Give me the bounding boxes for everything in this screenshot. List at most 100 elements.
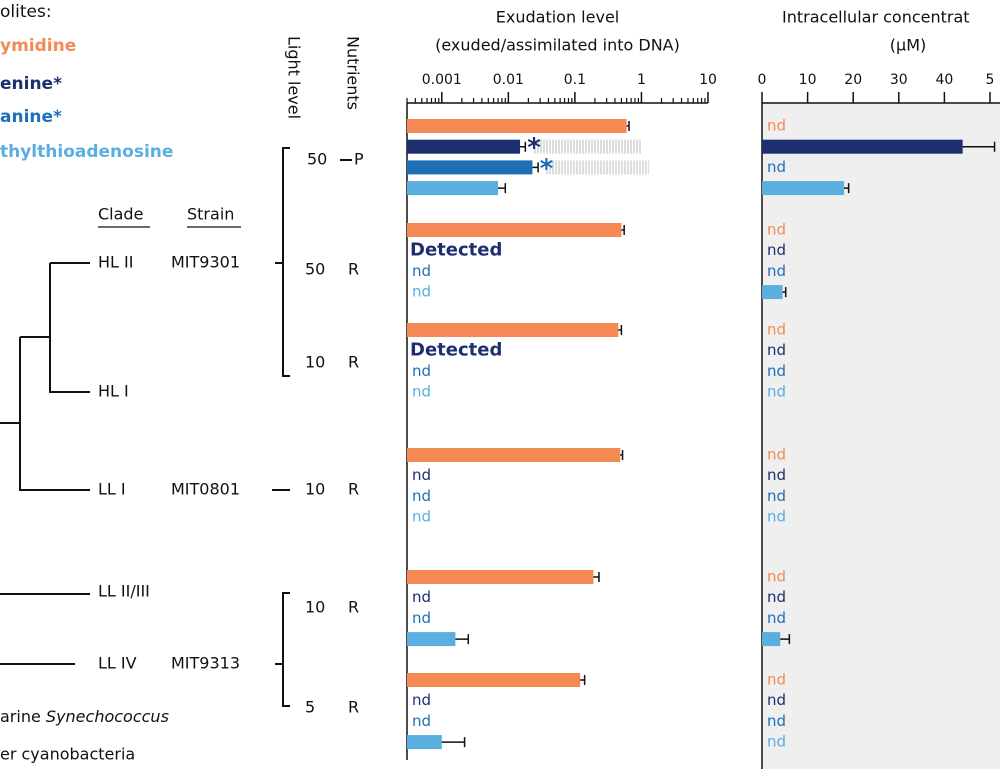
nutrient: R bbox=[348, 353, 359, 372]
bar bbox=[407, 570, 594, 584]
value-note: nd bbox=[767, 487, 786, 505]
x-tick-label: 10 bbox=[799, 72, 817, 88]
value-note: nd bbox=[767, 508, 786, 526]
x-tick-label: 0.01 bbox=[493, 72, 524, 88]
error-bar bbox=[782, 287, 787, 298]
value-note: nd bbox=[767, 341, 786, 359]
panel-background bbox=[762, 103, 1000, 769]
error-bar bbox=[441, 737, 466, 748]
error-bar bbox=[621, 225, 625, 235]
light-level: 10 bbox=[305, 353, 325, 372]
bar bbox=[762, 181, 845, 196]
value-note: nd bbox=[767, 446, 786, 464]
value-note: nd bbox=[412, 466, 431, 484]
nutrient: R bbox=[348, 698, 359, 717]
value-note: nd bbox=[767, 262, 786, 280]
bar bbox=[762, 139, 963, 154]
clade-label: LL IV bbox=[98, 654, 137, 673]
value-note: nd bbox=[767, 117, 786, 135]
bar bbox=[407, 323, 619, 337]
light-level: 50 bbox=[307, 150, 327, 169]
x-tick-label: 40 bbox=[935, 72, 953, 88]
strain-header: Strain bbox=[187, 205, 234, 224]
legend-entry: enine* bbox=[0, 74, 62, 94]
upper-bound bbox=[546, 160, 650, 175]
nutrient: R bbox=[348, 480, 359, 499]
upper-bound bbox=[534, 139, 642, 154]
error-bar bbox=[593, 572, 600, 582]
error-bar bbox=[618, 325, 623, 335]
value-note: Detected bbox=[410, 240, 502, 261]
value-note: nd bbox=[767, 221, 786, 239]
x-tick-label: 1 bbox=[637, 72, 646, 88]
bar bbox=[407, 448, 621, 462]
annotation: * bbox=[540, 154, 554, 184]
outgroup-label: arine Synechococcus bbox=[0, 707, 169, 726]
x-tick-label: 10 bbox=[699, 72, 717, 88]
value-note: nd bbox=[767, 733, 786, 751]
bar bbox=[407, 632, 456, 647]
value-note: nd bbox=[767, 568, 786, 586]
chart-title: (μM) bbox=[890, 36, 926, 55]
value-note: nd bbox=[767, 362, 786, 380]
strain-label: MIT9301 bbox=[171, 253, 240, 272]
nutrient: R bbox=[348, 598, 359, 617]
error-bar bbox=[455, 634, 470, 645]
x-tick-label: 0 bbox=[758, 72, 767, 88]
value-note: nd bbox=[767, 712, 786, 730]
value-note: nd bbox=[767, 671, 786, 689]
bar bbox=[762, 285, 783, 300]
x-tick-label: 5 bbox=[986, 72, 995, 88]
error-bar bbox=[580, 675, 586, 685]
clade-label: HL II bbox=[98, 253, 133, 272]
light-level: 50 bbox=[305, 260, 325, 279]
x-tick-label: 0.001 bbox=[422, 72, 462, 88]
outgroup-label: er cyanobacteria bbox=[0, 745, 135, 764]
value-note: nd bbox=[767, 466, 786, 484]
clade-label: LL II/III bbox=[98, 582, 150, 601]
x-tick-label: 20 bbox=[844, 72, 862, 88]
value-note: nd bbox=[767, 691, 786, 709]
value-note: nd bbox=[767, 588, 786, 606]
value-note: nd bbox=[412, 691, 431, 709]
tree-branches bbox=[0, 262, 90, 665]
error-bar bbox=[626, 121, 630, 131]
outgroup-text: arine bbox=[0, 707, 41, 726]
error-bar bbox=[520, 141, 527, 152]
nutrient: P bbox=[354, 150, 364, 169]
bar bbox=[407, 735, 442, 750]
bar bbox=[407, 223, 622, 237]
nutrient: R bbox=[348, 260, 359, 279]
bar bbox=[407, 673, 581, 687]
x-tick-label: 30 bbox=[890, 72, 908, 88]
value-note: nd bbox=[767, 158, 786, 176]
light-level: 10 bbox=[305, 480, 325, 499]
legend-entry: thylthioadenosine bbox=[0, 142, 173, 162]
bar bbox=[407, 181, 499, 196]
strain-label: MIT9313 bbox=[171, 654, 240, 673]
chart-title: Intracellular concentrat bbox=[782, 8, 970, 27]
condition-brackets bbox=[272, 147, 352, 707]
value-note: nd bbox=[412, 508, 431, 526]
light-level: 5 bbox=[305, 698, 315, 717]
value-note: nd bbox=[412, 712, 431, 730]
chart-title: Exudation level bbox=[496, 8, 619, 27]
light-level: 10 bbox=[305, 598, 325, 617]
error-bar bbox=[532, 162, 539, 173]
error-bar bbox=[780, 634, 791, 645]
value-note: nd bbox=[412, 283, 431, 301]
error-bar bbox=[620, 450, 624, 460]
value-note: nd bbox=[412, 362, 431, 380]
strain-label: MIT0801 bbox=[171, 480, 240, 499]
legend-entry: ymidine bbox=[0, 36, 76, 56]
bar bbox=[407, 160, 533, 175]
error-bar bbox=[962, 141, 996, 152]
error-bar bbox=[498, 183, 507, 194]
clade-label: HL I bbox=[98, 382, 129, 401]
bar bbox=[762, 632, 781, 647]
value-note: nd bbox=[767, 609, 786, 627]
error-bar bbox=[844, 183, 850, 194]
outgroup-italic: Synechococcus bbox=[46, 707, 169, 726]
annotation: * bbox=[527, 133, 541, 163]
